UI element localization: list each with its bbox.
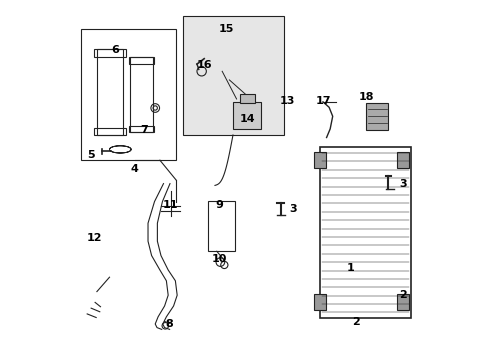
Bar	[396, 294, 408, 310]
Text: 18: 18	[358, 92, 374, 102]
Text: 5: 5	[87, 150, 95, 160]
Text: 13: 13	[280, 96, 295, 106]
Text: 9: 9	[215, 200, 223, 210]
Text: 1: 1	[346, 263, 354, 273]
Text: 11: 11	[163, 200, 178, 210]
Bar	[314, 294, 325, 310]
Text: 14: 14	[239, 114, 255, 124]
Bar	[128, 126, 154, 132]
Bar	[128, 57, 154, 64]
Text: 8: 8	[164, 319, 172, 329]
Text: 15: 15	[218, 24, 234, 34]
Bar	[396, 152, 408, 168]
Text: 7: 7	[140, 125, 147, 135]
Bar	[320, 147, 410, 318]
Text: 10: 10	[211, 254, 226, 264]
Bar	[208, 201, 234, 251]
Text: 3: 3	[289, 204, 296, 214]
Bar	[94, 49, 126, 57]
Text: 6: 6	[111, 45, 119, 55]
Text: 4: 4	[130, 164, 139, 174]
Bar	[130, 57, 152, 132]
Text: 3: 3	[398, 179, 406, 189]
Text: 12: 12	[86, 233, 102, 243]
Bar	[240, 94, 254, 103]
Bar	[232, 102, 260, 129]
Bar	[81, 29, 176, 160]
Text: 17: 17	[315, 96, 331, 106]
Bar	[314, 152, 325, 168]
Bar	[366, 103, 387, 130]
Text: 2: 2	[351, 317, 359, 327]
Bar	[183, 16, 284, 135]
Text: 2: 2	[398, 290, 406, 300]
Bar	[97, 49, 123, 135]
Bar	[94, 128, 126, 135]
Text: 16: 16	[197, 60, 212, 70]
